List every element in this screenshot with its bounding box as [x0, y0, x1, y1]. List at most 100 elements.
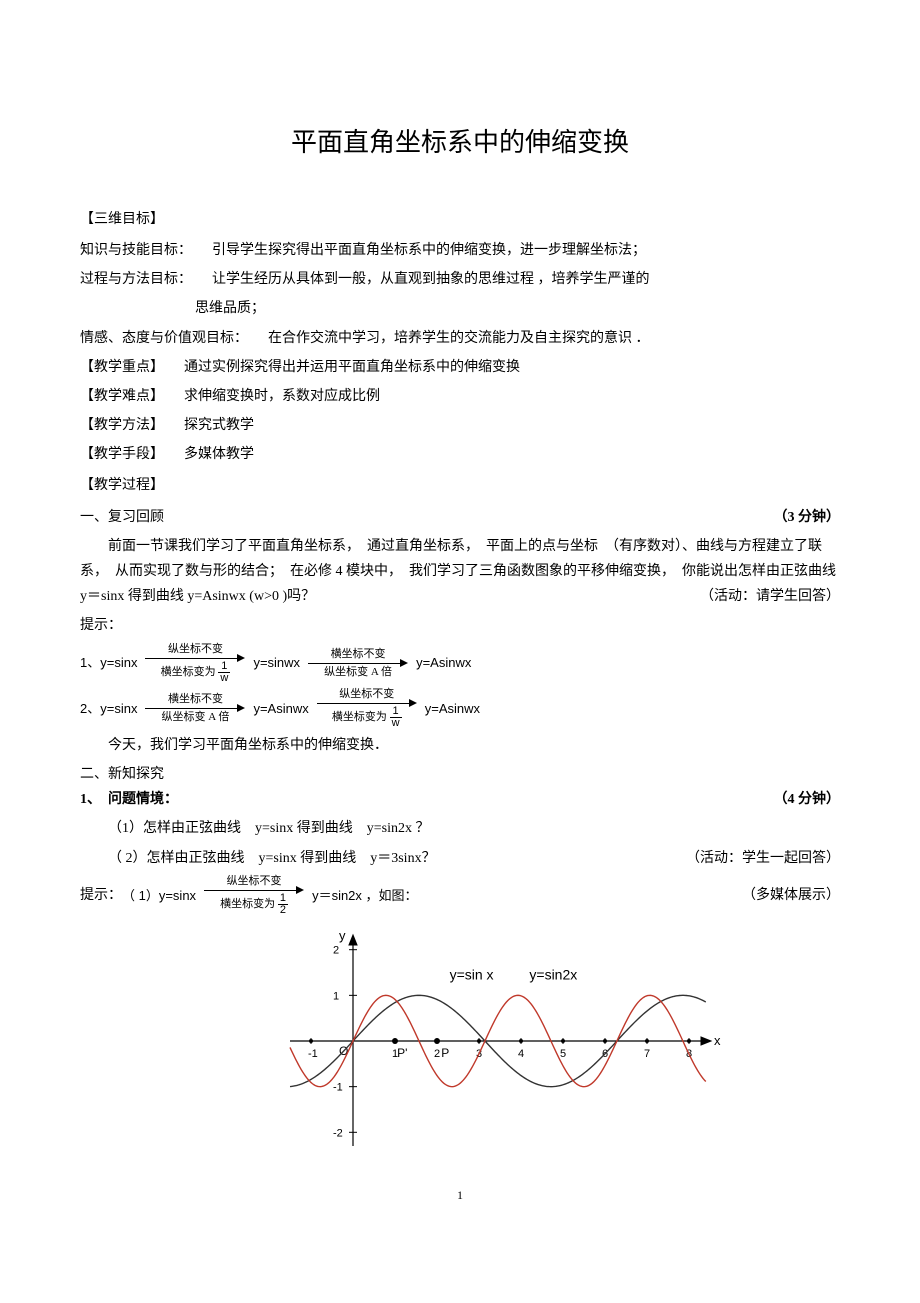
obj-emotion-label: 情感、态度与价值观目标：	[80, 326, 248, 351]
fraction-icon: 1 w	[218, 661, 230, 684]
explore-hint-row: 提示： （ 1）y=sinx 纵坐标不变 横坐标变为 1 2 y＝sin2x ，…	[80, 875, 840, 916]
kp-means-head: 【教学手段】	[80, 442, 164, 467]
flow2-c: y=Asinwx	[425, 697, 480, 720]
svg-text:y: y	[339, 928, 346, 943]
flow1-b: y=sinwx	[253, 651, 300, 674]
obj-process-line2: 思维品质；	[195, 296, 840, 321]
explore-q-head: 1、 问题情境：	[80, 792, 178, 807]
review-activity: （活动：请学生回答）	[672, 584, 840, 609]
svg-text:7: 7	[644, 1048, 650, 1060]
obj-process-tail: ，培养学生严谨的	[538, 272, 650, 287]
flow1-a: y=sinx	[100, 651, 137, 674]
flow2-n: 2、	[80, 697, 100, 720]
explore-hint-label: 提示：	[80, 883, 122, 908]
explore-q2-activity: （活动：学生一起回答）	[658, 846, 840, 871]
review-close: 今天，我们学习平面角坐标系中的伸缩变换．	[80, 733, 840, 758]
fraction-icon: 1 2	[278, 893, 288, 916]
page-title: 平面直角坐标系中的伸缩变换	[80, 120, 840, 167]
arrow-icon	[317, 698, 417, 708]
explore-hint-pre: （ 1）y=sinx	[122, 884, 196, 907]
arrow-icon	[308, 658, 408, 668]
explore-media: （多媒体展示）	[742, 883, 840, 908]
obj-knowledge-text: 引导学生探究得出平面直角坐标系中的伸缩变换，进一步理解坐标法；	[212, 238, 840, 263]
process-heading: 【教学过程】	[80, 473, 840, 498]
objective-process: 过程与方法目标： 让学生经历从具体到一般，从直观到抽象的思维过程 ，培养学生严谨…	[80, 267, 840, 292]
kp-method-head: 【教学方法】	[80, 413, 164, 438]
explore-q-row: 1、 问题情境： （4 分钟）	[80, 787, 840, 812]
svg-text:-1: -1	[308, 1048, 318, 1060]
frac-den: 2	[278, 905, 288, 916]
keypoint-focus: 【教学重点】 通过实例探究得出并运用平面直角坐标系中的伸缩变换	[80, 355, 840, 380]
document-page: 平面直角坐标系中的伸缩变换 【三维目标】 知识与技能目标： 引导学生探究得出平面…	[0, 0, 920, 1247]
obj-emotion-text-1: 在合作交流中学习，培养学生的交流能力及自主探究的意识	[268, 331, 632, 346]
objective-emotion: 情感、态度与价值观目标： 在合作交流中学习，培养学生的交流能力及自主探究的意识 …	[80, 326, 840, 351]
arrow-icon	[145, 653, 245, 663]
explore-q1: （1）怎样由正弦曲线 y=sinx 得到曲线 y=sin2x ？	[80, 816, 840, 841]
explore-q2: （ 2）怎样由正弦曲线 y=sinx 得到曲线 y＝3sinx？	[108, 851, 436, 866]
svg-text:4: 4	[518, 1048, 524, 1060]
flow-2: 2、 y=sinx 横坐标不变 纵坐标变 A 倍 y=Asinwx 纵坐标不变 …	[80, 688, 840, 729]
svg-text:P: P	[441, 1046, 449, 1060]
obj-emotion-text: 在合作交流中学习，培养学生的交流能力及自主探究的意识 ．	[268, 326, 840, 351]
review-hint: 提示：	[80, 613, 840, 638]
svg-text:y=sin x: y=sin x	[450, 966, 494, 982]
fraction-icon: 1 w	[390, 706, 402, 729]
svg-text:5: 5	[560, 1048, 566, 1060]
flow2-b: y=Asinwx	[253, 697, 308, 720]
obj-emotion-tail: ．	[636, 331, 650, 346]
svg-text:-1: -1	[333, 1081, 343, 1093]
explore-q-time: （4 分钟）	[774, 787, 841, 812]
arrow-icon	[204, 885, 304, 895]
kp-focus-text: 通过实例探究得出并运用平面直角坐标系中的伸缩变换	[184, 355, 520, 380]
explore-hint-post: y＝sin2x ，如图：	[312, 884, 417, 907]
flow1-arrow1: 纵坐标不变 横坐标变为 1 w	[145, 643, 245, 684]
review-paragraph: 前面一节课我们学习了平面直角坐标系， 通过直角坐标系， 平面上的点与坐标 （有序…	[80, 534, 840, 610]
flow2-a: y=sinx	[100, 697, 137, 720]
objective-knowledge: 知识与技能目标： 引导学生探究得出平面直角坐标系中的伸缩变换，进一步理解坐标法；	[80, 238, 840, 263]
explore-q2-row: （ 2）怎样由正弦曲线 y=sinx 得到曲线 y＝3sinx？ （活动：学生一…	[80, 846, 840, 871]
review-heading: 一、复习回顾	[80, 510, 164, 525]
flow1-n: 1、	[80, 651, 100, 674]
obj-process-text: 让学生经历从具体到一般，从直观到抽象的思维过程 ，培养学生严谨的	[212, 267, 840, 292]
kp-diff-text: 求伸缩变换时，系数对应成比例	[184, 384, 380, 409]
keypoint-means: 【教学手段】 多媒体教学	[80, 442, 840, 467]
flow2-arrow2: 纵坐标不变 横坐标变为 1 w	[317, 688, 417, 729]
kp-focus-head: 【教学重点】	[80, 355, 164, 380]
svg-text:x: x	[714, 1033, 721, 1048]
explore-arrow: 纵坐标不变 横坐标变为 1 2	[204, 875, 304, 916]
kp-means-text: 多媒体教学	[184, 442, 254, 467]
flow1-arr1-botpre: 横坐标变为	[161, 666, 216, 678]
svg-text:1: 1	[333, 990, 339, 1002]
review-heading-row: 一、复习回顾 （3 分钟）	[80, 505, 840, 530]
svg-text:y=sin2x: y=sin2x	[529, 966, 577, 982]
keypoint-difficulty: 【教学难点】 求伸缩变换时，系数对应成比例	[80, 384, 840, 409]
flow1-arr1-bot: 横坐标变为 1 w	[161, 661, 231, 684]
flow2-arrow1: 横坐标不变 纵坐标变 A 倍	[145, 693, 245, 723]
page-number: 1	[80, 1185, 840, 1207]
objectives-heading: 【三维目标】	[80, 207, 840, 232]
frac-den: w	[390, 718, 402, 729]
review-time: （3 分钟）	[774, 505, 841, 530]
explore-heading: 二、新知探究	[80, 762, 840, 787]
flow-1: 1、 y=sinx 纵坐标不变 横坐标变为 1 w y=sinwx 横坐标不变 …	[80, 643, 840, 684]
obj-process-label: 过程与方法目标：	[80, 267, 192, 292]
keypoint-method: 【教学方法】 探究式教学	[80, 413, 840, 438]
arrow-icon	[145, 703, 245, 713]
flow1-c: y=Asinwx	[416, 651, 471, 674]
svg-text:-2: -2	[333, 1127, 343, 1139]
sine-chart: xyO-112345678-2-112y=sin xy=sin2xP'P	[140, 926, 840, 1165]
obj-process-text-1: 让学生经历从具体到一般，从直观到抽象的思维过程	[212, 272, 534, 287]
obj-knowledge-label: 知识与技能目标：	[80, 238, 192, 263]
svg-text:2: 2	[333, 945, 339, 957]
flow2-arr2-botpre: 横坐标变为	[332, 711, 387, 723]
svg-text:2: 2	[434, 1048, 440, 1060]
frac-den: w	[218, 673, 230, 684]
explore-arr-bot: 横坐标变为 1 2	[220, 893, 288, 916]
kp-method-text: 探究式教学	[184, 413, 254, 438]
sine-chart-svg: xyO-112345678-2-112y=sin xy=sin2xP'P	[250, 926, 730, 1156]
explore-arr-bot-pre: 横坐标变为	[220, 898, 275, 910]
flow2-arr2-bot: 横坐标变为 1 w	[332, 706, 402, 729]
kp-diff-head: 【教学难点】	[80, 384, 164, 409]
svg-text:P': P'	[397, 1046, 407, 1060]
flow1-arrow2: 横坐标不变 纵坐标变 A 倍	[308, 648, 408, 678]
